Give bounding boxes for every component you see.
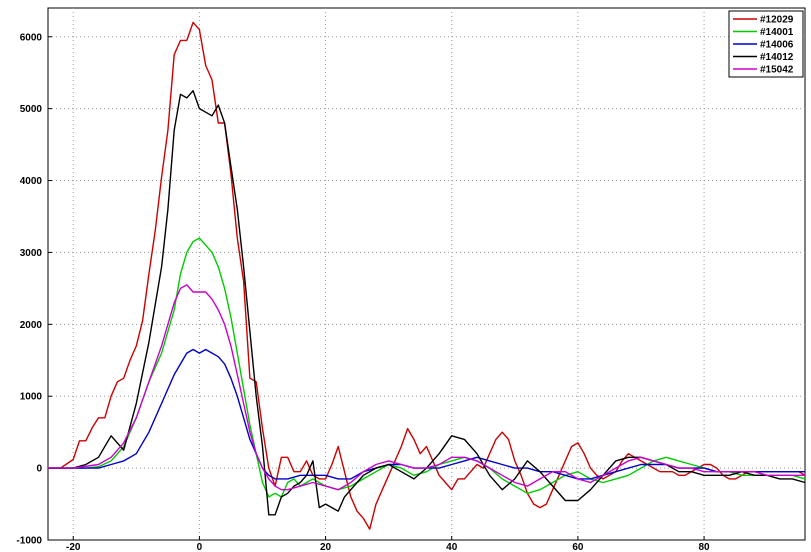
legend-label: #14012: [760, 52, 794, 63]
y-tick-label: 1000: [20, 392, 43, 403]
legend: #12029#14001 #14006#14012 #15042: [728, 10, 804, 78]
x-tick-label: 20: [320, 542, 332, 552]
legend-label: #14006: [760, 40, 794, 51]
y-tick-label: -1000: [16, 536, 42, 547]
x-tick-label: 40: [446, 542, 458, 552]
y-tick-label: 5000: [20, 104, 43, 115]
x-tick-label: 0: [197, 542, 203, 552]
series-line-15042: [48, 284, 805, 491]
y-tick-label: 0: [36, 464, 42, 475]
axis-tick-labels: -20 0 20 40 60 80 -1000 0 1000 2000 3000 4000 5000 60…: [16, 32, 710, 552]
series-line-14001: [48, 237, 806, 498]
y-tick-label: 3000: [20, 248, 43, 259]
x-tick-label: 60: [572, 542, 584, 552]
x-tick-label: 80: [699, 542, 711, 552]
legend-label: #14001: [760, 27, 794, 38]
y-tick-label: 6000: [20, 32, 43, 43]
x-tick-label: -20: [66, 542, 81, 552]
series-lines: [48, 21, 806, 530]
y-tick-label: 2000: [20, 320, 43, 331]
legend-label: #12029: [760, 15, 794, 26]
grid-lines: [48, 8, 805, 540]
y-tick-label: 4000: [20, 176, 43, 187]
plot-area: [47, 7, 806, 541]
legend-label: #15042: [760, 65, 794, 76]
